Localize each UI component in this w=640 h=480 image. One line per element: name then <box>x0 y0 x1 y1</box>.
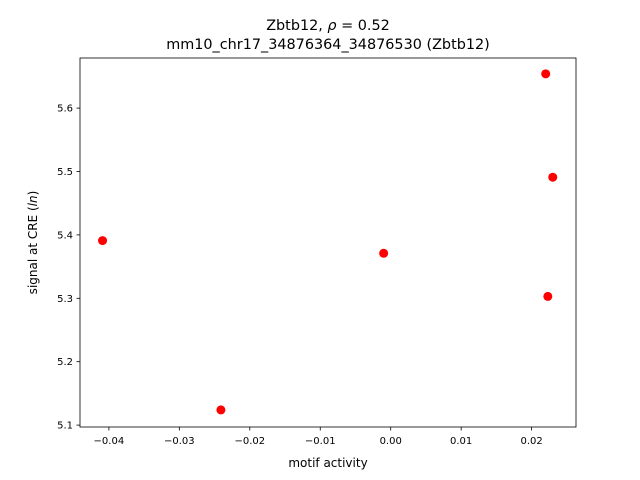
y-tick-label: 5.6 <box>57 104 73 115</box>
x-tick-label: −0.02 <box>234 436 265 447</box>
x-axis-label: motif activity <box>288 456 367 470</box>
y-tick-label: 5.5 <box>57 167 73 178</box>
data-point <box>543 291 553 301</box>
axes-frame <box>79 57 577 428</box>
y-tick-label: 5.1 <box>57 421 73 432</box>
plot-area: −0.04 −0.03 −0.02 −0.01 0.00 0.01 0.02 5.1 5.2 5.… <box>57 69 558 447</box>
y-tick-label: 5.3 <box>57 294 73 305</box>
data-point <box>548 172 558 182</box>
x-tick-label: −0.01 <box>305 436 336 447</box>
x-tick-label: 0.02 <box>520 436 542 447</box>
y-tick-label: 5.4 <box>57 230 73 241</box>
data-point <box>216 405 226 415</box>
data-point <box>541 69 551 79</box>
data-point <box>379 248 389 258</box>
chart-subtitle: mm10_chr17_34876364_34876530 (Zbtb12) <box>166 37 490 53</box>
x-tick-label: −0.03 <box>164 436 195 447</box>
chart-title: Zbtb12, ρ = 0.52 <box>266 18 390 34</box>
data-point <box>98 236 108 246</box>
x-tick-label: 0.00 <box>380 436 402 447</box>
y-axis-label: signal at CRE (ln) <box>26 191 40 295</box>
x-tick-label: 0.01 <box>450 436 472 447</box>
y-tick-label: 5.2 <box>57 357 73 368</box>
x-tick-label: −0.04 <box>94 436 125 447</box>
